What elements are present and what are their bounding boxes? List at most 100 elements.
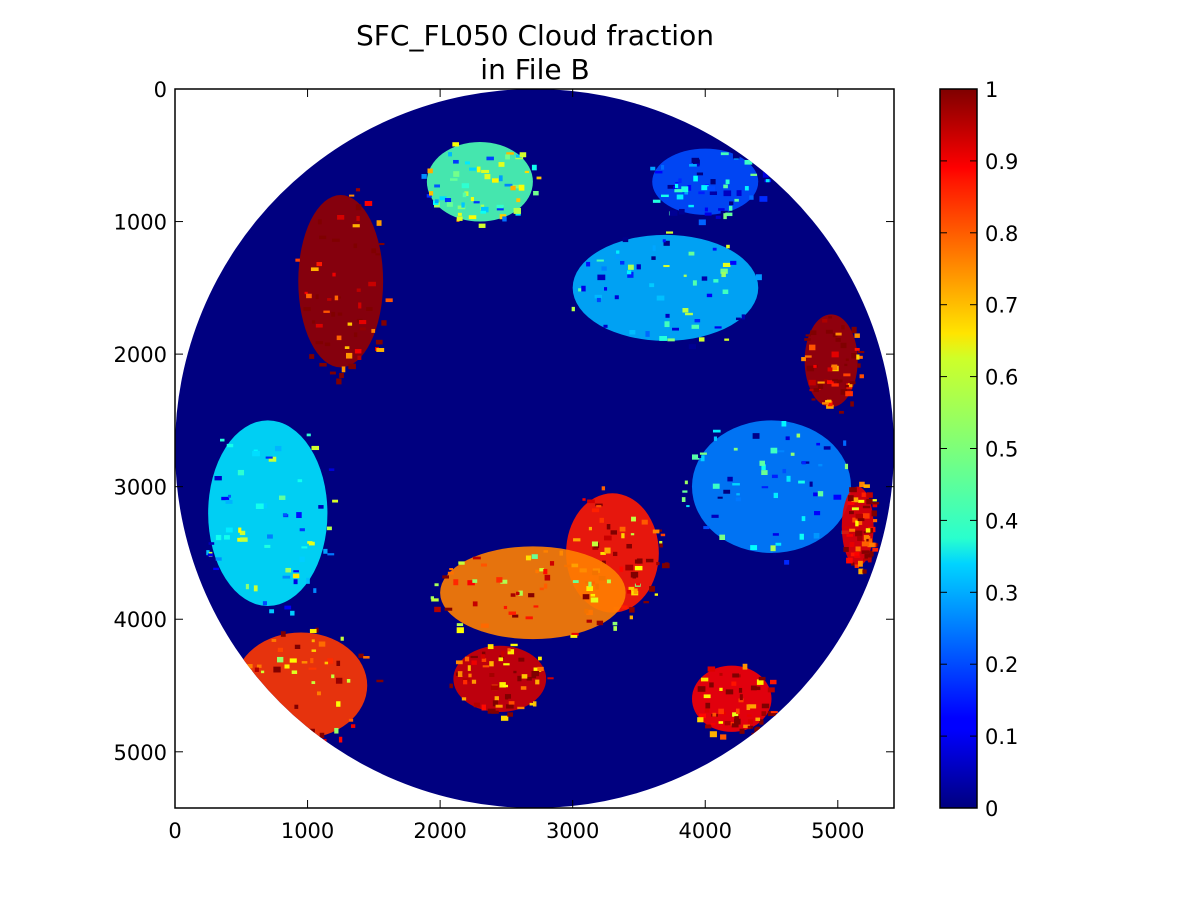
cloud-speckle	[294, 644, 301, 649]
cloud-speckle	[813, 492, 821, 497]
cloud-speckle	[603, 535, 612, 541]
cloud-speckle	[521, 674, 528, 679]
cloud-speckle	[699, 713, 706, 719]
x-tick-label: 4000	[679, 819, 732, 843]
cloud-speckle	[854, 564, 859, 568]
cloud-speckle	[265, 456, 273, 459]
cloud-speckle	[771, 474, 778, 479]
cloud-speckle	[707, 186, 715, 192]
y-tick-label: 4000	[114, 608, 167, 632]
cloud-speckle	[472, 556, 481, 560]
cloud-speckle	[480, 654, 486, 659]
cloud-speckle	[449, 683, 453, 689]
cloud-speckle	[801, 357, 806, 362]
cloud-speckle	[532, 701, 537, 707]
cloud-speckle	[871, 510, 877, 517]
cloud-speckle	[359, 320, 367, 325]
cloud-region	[650, 148, 772, 226]
cloud-speckle	[643, 601, 649, 604]
cloud-speckle	[672, 327, 679, 331]
cloud-speckle	[316, 691, 321, 696]
cloud-speckle	[847, 495, 854, 502]
cloud-speckle	[630, 533, 635, 536]
cloud-speckle	[651, 256, 656, 260]
cloud-speckle	[345, 352, 353, 359]
cloud-speckle	[790, 452, 795, 456]
cloud-speckle	[851, 353, 857, 359]
cloud-speckle	[508, 611, 516, 615]
cloud-speckle	[517, 675, 522, 682]
cloud-speckle	[720, 268, 728, 274]
cloud-speckle	[308, 541, 315, 546]
cloud-speckle	[434, 199, 439, 204]
colorbar-tick-label: 1	[985, 78, 998, 102]
cloud-speckle	[836, 379, 841, 384]
cloud-speckle	[724, 721, 731, 726]
cloud-speckle	[816, 442, 821, 446]
cloud-speckle	[678, 347, 685, 353]
cloud-speckle	[726, 244, 730, 249]
cloud-speckle	[697, 686, 706, 692]
cloud-speckle	[801, 516, 806, 522]
cloud-speckle	[470, 197, 474, 202]
cloud-speckle	[334, 727, 339, 734]
cloud-speckle	[510, 593, 516, 597]
cloud-speckle	[663, 265, 670, 268]
cloud-speckle	[738, 687, 743, 693]
cloud-speckle	[510, 643, 518, 647]
cloud-speckle	[857, 355, 863, 359]
cloud-speckle	[582, 594, 590, 600]
cloud-speckle	[649, 283, 655, 288]
cloud-speckle	[606, 579, 611, 584]
cloud-speckle	[767, 710, 776, 717]
cloud-speckle	[849, 528, 856, 532]
cloud-speckle	[857, 363, 861, 368]
cloud-speckle	[872, 502, 880, 505]
cloud-speckle	[375, 339, 383, 345]
cloud-speckle	[344, 346, 350, 349]
cloud-speckle	[482, 665, 490, 668]
cloud-speckle	[444, 607, 453, 611]
cloud-speckle	[835, 332, 842, 336]
cloud-speckle	[843, 546, 849, 552]
cloud-speckle	[868, 499, 877, 502]
cloud-speckle	[461, 183, 470, 189]
cloud-speckle	[481, 658, 487, 662]
x-axis: 0 1000 2000 3000 4000 5000	[168, 89, 865, 843]
cloud-speckle	[855, 520, 859, 527]
cloud-speckle	[274, 445, 282, 452]
cloud-speckle	[866, 498, 873, 505]
cloud-speckle	[713, 279, 719, 283]
cloud-speckle	[652, 529, 660, 534]
cloud-speckle	[615, 254, 620, 260]
cloud-speckle	[845, 358, 849, 362]
cloud-region	[571, 231, 762, 353]
cloud-speckle	[685, 312, 693, 316]
cloud-region-shape	[572, 234, 759, 341]
cloud-speckle	[279, 495, 286, 500]
cloud-speckle	[809, 389, 815, 392]
cloud-speckle	[296, 512, 302, 519]
cloud-speckle	[602, 560, 606, 565]
cloud-speckle	[746, 704, 751, 711]
cloud-speckle	[839, 379, 843, 383]
cloud-speckle	[770, 679, 777, 685]
cloud-speckle	[619, 526, 626, 532]
cloud-speckle	[631, 516, 636, 522]
y-tick-label: 3000	[114, 476, 167, 500]
cloud-speckle	[650, 166, 656, 171]
cloud-speckle	[335, 677, 343, 684]
cloud-speckle	[614, 295, 619, 300]
cloud-speckle	[507, 649, 515, 655]
cloud-speckle	[612, 551, 618, 557]
cloud-speckle	[742, 663, 748, 670]
cloud-speckle	[759, 196, 768, 202]
colorbar: 0 0.1 0.2 0.3 0.4 0.5 0.6 0.7 0.8 0.9 1	[939, 78, 1018, 821]
cloud-speckle	[846, 534, 854, 537]
cloud-speckle	[729, 201, 734, 206]
cloud-speckle	[498, 162, 505, 167]
cloud-speckle	[636, 558, 643, 564]
cloud-speckle	[779, 558, 784, 562]
cloud-speckle	[310, 267, 319, 272]
cloud-speckle	[434, 184, 440, 188]
